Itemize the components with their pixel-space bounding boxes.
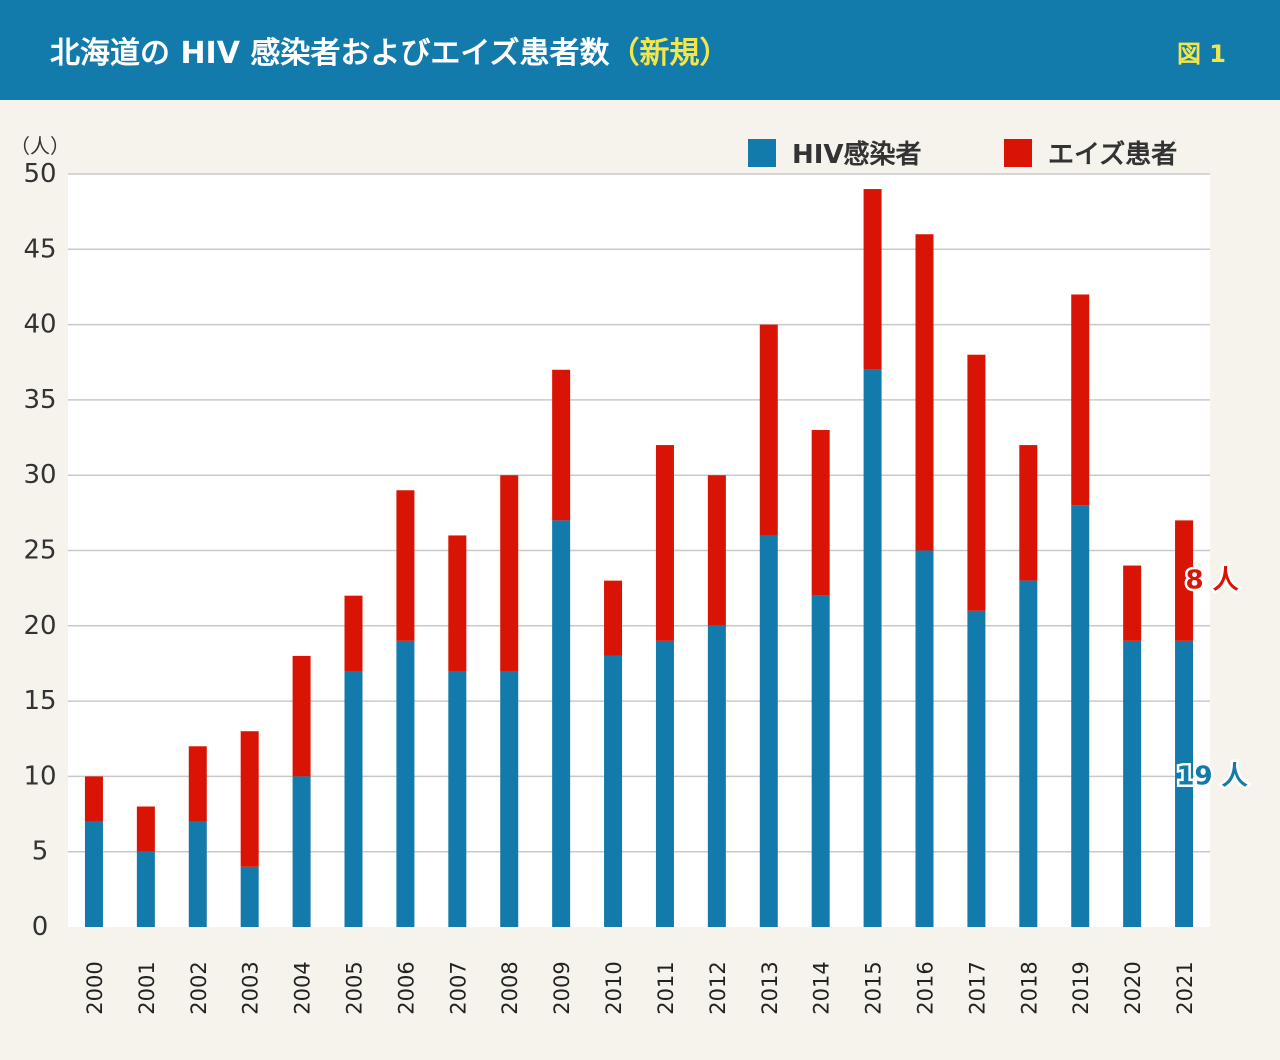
- legend-aids-label: エイズ患者: [1048, 140, 1178, 170]
- bar-hiv: [915, 550, 934, 927]
- x-tick-label: 2015: [862, 961, 886, 1014]
- annotation-hiv: 19 人: [1176, 761, 1247, 791]
- bar-hiv: [967, 610, 986, 927]
- y-tick-label: 50: [23, 159, 56, 189]
- bar-aids: [1123, 565, 1142, 641]
- x-tick-label: 2011: [654, 961, 678, 1014]
- y-tick-label: 25: [23, 536, 56, 566]
- bar-aids: [707, 475, 726, 626]
- x-tick-label: 2009: [550, 961, 574, 1014]
- y-tick-label: 0: [32, 912, 49, 942]
- bar-hiv: [604, 655, 623, 927]
- bar-hiv: [396, 640, 415, 927]
- y-tick-label: 20: [23, 611, 56, 641]
- legend-hiv-label: HIV感染者: [792, 140, 922, 170]
- legend-hiv-swatch: [748, 138, 776, 167]
- bar-hiv: [240, 866, 259, 927]
- x-tick-label: 2000: [83, 961, 107, 1014]
- bar-hiv: [344, 670, 363, 927]
- bar-hiv: [1019, 580, 1038, 927]
- bar-aids: [967, 354, 986, 611]
- bar-hiv: [655, 640, 674, 927]
- bar-aids: [1071, 294, 1090, 506]
- bar-aids: [863, 189, 882, 370]
- bar-aids: [396, 490, 415, 641]
- bar-aids: [604, 580, 623, 656]
- bar-hiv: [811, 595, 830, 927]
- x-tick-label: 2017: [965, 961, 989, 1014]
- x-tick-label: 2018: [1017, 961, 1041, 1014]
- x-tick-label: 2001: [135, 961, 159, 1014]
- bar-hiv: [1175, 640, 1194, 927]
- bar-hiv: [292, 776, 311, 927]
- figure-label: 図 1: [1176, 40, 1226, 68]
- title-sub: （新規）: [609, 36, 730, 71]
- bar-aids: [292, 655, 311, 777]
- bar-hiv: [136, 851, 155, 927]
- bar-aids: [759, 324, 778, 536]
- x-tick-label: 2014: [810, 961, 834, 1014]
- x-tick-label: 2002: [187, 961, 211, 1014]
- x-tick-label: 2019: [1069, 961, 1093, 1014]
- x-tick-label: 2013: [758, 961, 782, 1014]
- x-tick-label: 2005: [343, 961, 367, 1014]
- bar-aids: [1019, 445, 1038, 581]
- bar-aids: [84, 776, 103, 822]
- title-main: 北海道の HIV 感染者およびエイズ患者数: [50, 36, 610, 71]
- y-tick-label: 40: [23, 310, 56, 340]
- legend-aids-swatch: [1004, 138, 1032, 167]
- bar-aids: [811, 430, 830, 596]
- header-bar: 北海道の HIV 感染者およびエイズ患者数（新規） 図 1: [0, 0, 1280, 100]
- bar-aids: [552, 369, 571, 521]
- bar-hiv: [759, 535, 778, 927]
- bar-aids: [1175, 520, 1194, 641]
- x-tick-label: 2006: [394, 961, 418, 1014]
- bar-aids: [448, 535, 467, 671]
- x-tick-label: 2010: [602, 961, 626, 1014]
- y-tick-label: 15: [23, 686, 56, 716]
- y-tick-label: 5: [32, 837, 49, 867]
- bar-hiv: [84, 821, 103, 927]
- annotation-aids: 8 人: [1185, 566, 1238, 596]
- x-tick-label: 2021: [1173, 961, 1197, 1014]
- bar-aids: [344, 595, 363, 671]
- x-tick-label: 2007: [446, 961, 470, 1014]
- bar-aids: [915, 234, 934, 551]
- y-tick-label: 30: [23, 460, 56, 490]
- bar-aids: [240, 731, 259, 867]
- bar-aids: [188, 746, 207, 822]
- bar-hiv: [707, 625, 726, 927]
- y-tick-label: 35: [23, 385, 56, 415]
- bar-hiv: [1123, 640, 1142, 927]
- x-tick-label: 2012: [706, 961, 730, 1014]
- bar-hiv: [500, 670, 519, 927]
- page-title: 北海道の HIV 感染者およびエイズ患者数（新規）: [50, 28, 729, 72]
- bar-hiv: [188, 821, 207, 927]
- legend-aids: エイズ患者: [1004, 134, 1177, 171]
- y-unit-label: （人）: [10, 134, 70, 158]
- x-tick-label: 2004: [291, 961, 315, 1014]
- bar-aids: [136, 806, 155, 852]
- bar-aids: [655, 445, 674, 641]
- bar-hiv: [863, 369, 882, 927]
- x-tick-label: 2003: [239, 961, 263, 1014]
- y-tick-label: 45: [23, 234, 56, 264]
- legend-hiv: HIV感染者: [748, 134, 922, 171]
- bar-hiv: [448, 670, 467, 927]
- bar-hiv: [552, 520, 571, 927]
- x-tick-label: 2020: [1121, 961, 1145, 1014]
- x-tick-label: 2008: [498, 961, 522, 1014]
- y-tick-label: 10: [23, 761, 56, 791]
- bar-hiv: [1071, 505, 1090, 927]
- x-tick-label: 2016: [914, 961, 938, 1014]
- bar-aids: [500, 475, 519, 671]
